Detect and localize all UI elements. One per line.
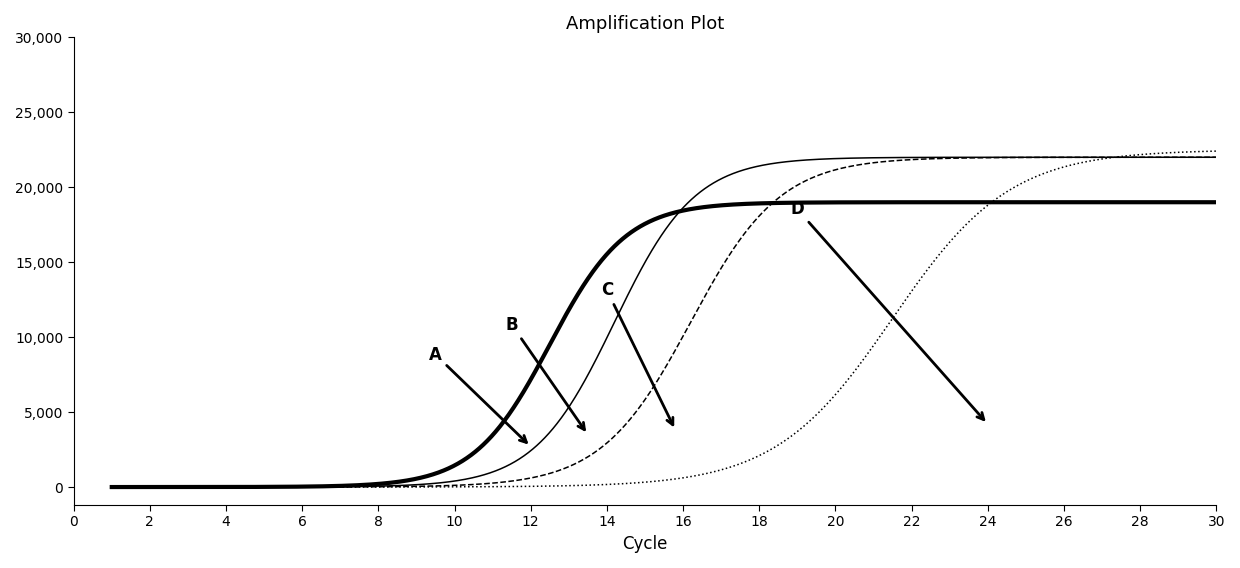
Text: D: D <box>790 200 983 420</box>
Text: C: C <box>600 281 673 425</box>
Text: A: A <box>429 345 527 442</box>
Text: B: B <box>506 316 584 430</box>
X-axis label: Cycle: Cycle <box>622 535 667 553</box>
Title: Amplification Plot: Amplification Plot <box>565 15 724 33</box>
